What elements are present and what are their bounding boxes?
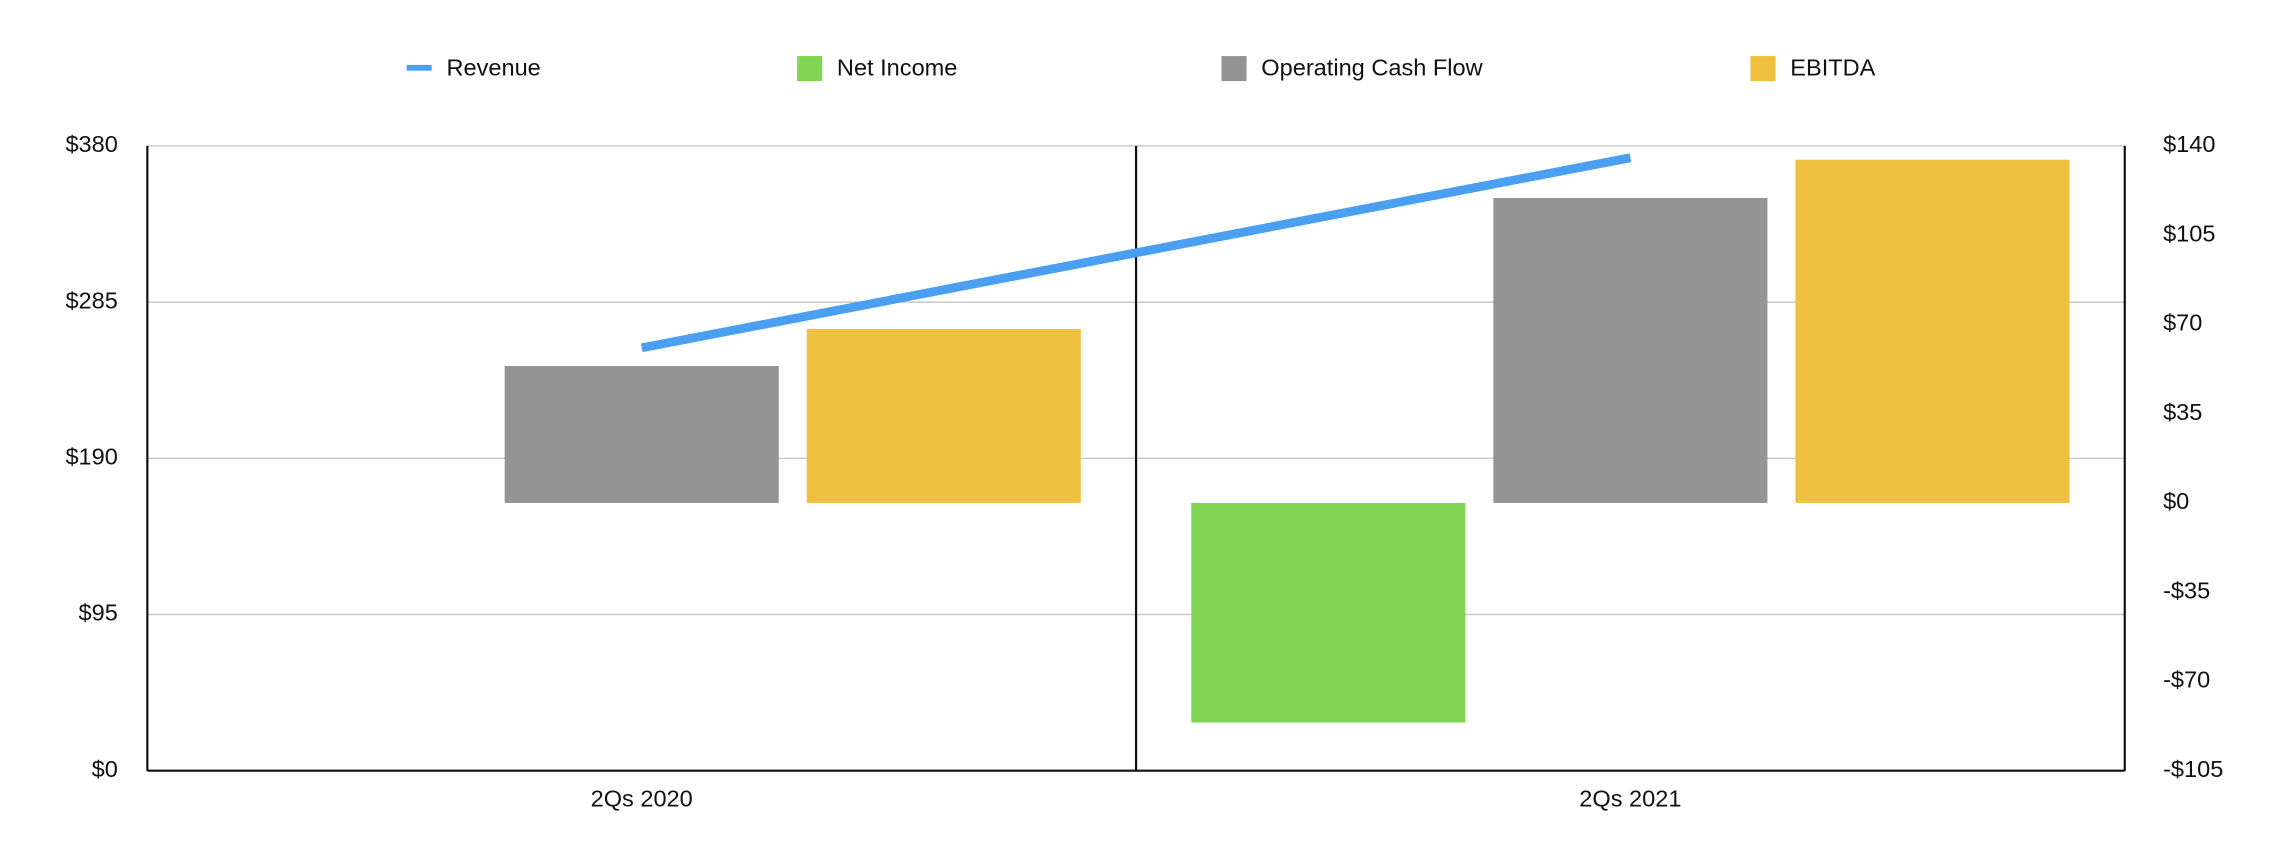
y-tick-label: $0 [92, 756, 118, 782]
legend-swatch [1221, 56, 1247, 82]
y-tick-label: $285 [65, 287, 117, 313]
legend-label: Operating Cash Flow [1261, 55, 1483, 81]
legend-label: EBITDA [1790, 55, 1875, 81]
legend-swatch [1750, 56, 1776, 82]
legend-swatch [797, 56, 823, 82]
y-tick-label: $190 [65, 444, 117, 470]
y2-tick-label: -$35 [2163, 577, 2210, 603]
bar [1493, 197, 1768, 503]
bar [1795, 159, 2070, 503]
legend-label: Revenue [446, 55, 540, 81]
y2-tick-label: $105 [2163, 220, 2215, 246]
y2-tick-label: $70 [2163, 310, 2202, 336]
y2-tick-label: -$105 [2163, 756, 2223, 782]
bar [806, 329, 1081, 503]
line [640, 153, 1632, 353]
bar [1191, 502, 1466, 723]
bar [504, 366, 779, 503]
x-tick-label: 2Qs 2021 [1579, 785, 1681, 811]
y2-tick-label: $0 [2163, 488, 2189, 514]
y2-tick-label: $35 [2163, 399, 2202, 425]
y2-tick-label: -$70 [2163, 667, 2210, 693]
y-tick-label: $380 [65, 131, 117, 157]
y-tick-label: $95 [79, 600, 118, 626]
legend-label: Net Income [837, 55, 957, 81]
x-tick-label: 2Qs 2020 [591, 785, 693, 811]
y2-tick-label: $140 [2163, 131, 2215, 157]
